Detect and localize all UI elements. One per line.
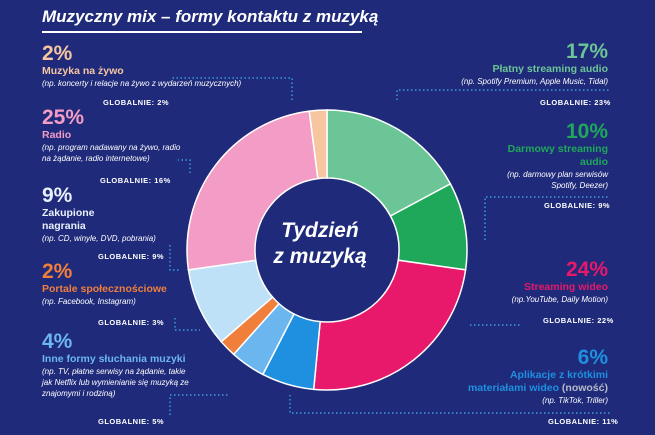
center-line-1: Tydzień bbox=[281, 219, 359, 242]
label-social: Portale społecznościowe bbox=[42, 283, 167, 295]
label-short-new-badge: (nowość) bbox=[561, 382, 608, 394]
donut-slice-0 bbox=[326, 109, 452, 218]
global-paid: GLOBALNIE: 23% bbox=[540, 98, 611, 107]
connector-paid bbox=[396, 89, 610, 100]
global-social: GLOBALNIE: 3% bbox=[98, 318, 165, 327]
label-short-1: Aplikacje z krótkimi bbox=[509, 369, 608, 381]
label-physical-2: nagrania bbox=[42, 220, 86, 232]
label-free-1: Darmowy streaming bbox=[507, 143, 608, 155]
desc-physical: (np. CD, winyle, DVD, pobrania) bbox=[42, 234, 156, 243]
label-other: Inne formy słuchania muzyki bbox=[42, 353, 186, 365]
chart-center-label: Tydzień z muzyką bbox=[260, 218, 380, 270]
pct-physical: 9% bbox=[42, 184, 73, 207]
legend-other: 4% Inne formy słuchania muzyki (np. TV, … bbox=[42, 330, 242, 399]
desc-paid: (np. Spotify Premium, Apple Music, Tidal… bbox=[461, 77, 608, 86]
desc-video: (np.YouTube, Daily Motion) bbox=[511, 295, 608, 304]
pct-paid: 17% bbox=[565, 40, 608, 63]
pct-free: 10% bbox=[565, 120, 608, 143]
label-short-2: materiałami wideo (nowość) bbox=[440, 382, 608, 395]
desc-free-1: (np. darmowy plan serwisów bbox=[507, 170, 608, 179]
connector-social bbox=[174, 318, 200, 331]
donut-slice-2 bbox=[312, 259, 467, 391]
connector-radio bbox=[178, 159, 191, 173]
global-short: GLOBALNIE: 11% bbox=[548, 417, 619, 426]
pct-short: 6% bbox=[577, 346, 608, 369]
label-live: Muzyka na żywo bbox=[42, 65, 124, 77]
desc-live: (np. koncerty i relacje na żywo z wydarz… bbox=[42, 79, 242, 88]
label-physical-1: Zakupione bbox=[42, 207, 95, 219]
global-radio: GLOBALNIE: 16% bbox=[100, 176, 171, 185]
connector-physical bbox=[169, 245, 180, 271]
desc-radio-1: (np. program nadawany na żywo, radio bbox=[42, 143, 181, 152]
pct-live: 2% bbox=[42, 42, 73, 65]
legend-short: 6% Aplikacje z krótkimi materiałami wide… bbox=[440, 346, 608, 406]
global-video: GLOBALNIE: 22% bbox=[543, 316, 614, 325]
global-free: GLOBALNIE: 9% bbox=[544, 201, 611, 210]
pct-social: 2% bbox=[42, 260, 73, 283]
connector-other bbox=[169, 394, 230, 415]
legend-physical: 9% Zakupione nagrania (np. CD, winyle, D… bbox=[42, 184, 202, 244]
connector-lines bbox=[169, 77, 610, 415]
global-other: GLOBALNIE: 5% bbox=[98, 417, 165, 426]
center-line-2: z muzyką bbox=[273, 245, 367, 268]
pct-radio: 25% bbox=[42, 106, 85, 129]
label-paid: Płatny streaming audio bbox=[492, 63, 608, 75]
desc-short: (np. TikTok, Triller) bbox=[542, 396, 608, 405]
legend-social: 2% Portale społecznościowe (np. Facebook… bbox=[42, 260, 212, 307]
desc-other-3: znajomymi i rodziną) bbox=[42, 389, 116, 398]
desc-other-1: (np. TV, płatne serwisy na żądanie, taki… bbox=[42, 367, 186, 376]
label-radio: Radio bbox=[42, 129, 72, 141]
pct-other: 4% bbox=[42, 330, 73, 353]
donut-slice-7 bbox=[186, 110, 319, 271]
pct-video: 24% bbox=[565, 258, 608, 281]
desc-other-2: jak Netflix lub wymienianie się muzyką z… bbox=[42, 378, 189, 387]
desc-radio-2: na żądanie, radio internetowe) bbox=[42, 154, 150, 163]
donut-slice-8 bbox=[308, 109, 328, 180]
page-title: Muzyczny mix – formy kontaktu z muzyką bbox=[42, 7, 379, 26]
label-video: Streaming wideo bbox=[523, 281, 608, 293]
legend-free: 10% Darmowy streaming audio (np. darmowy… bbox=[460, 120, 608, 191]
desc-free-2: Spotify, Deezer) bbox=[551, 181, 608, 190]
legend-video: 24% Streaming wideo (np.YouTube, Daily M… bbox=[470, 258, 608, 305]
title-underline bbox=[42, 31, 362, 33]
desc-social: (np. Facebook, Instagram) bbox=[42, 297, 136, 306]
legend-live: 2% Muzyka na żywo (np. koncerty i relacj… bbox=[42, 42, 302, 89]
global-live: GLOBALNIE: 2% bbox=[103, 98, 170, 107]
legend-radio: 25% Radio (np. program nadawany na żywo,… bbox=[42, 106, 222, 164]
label-free-2: audio bbox=[580, 156, 608, 168]
legend-paid: 17% Płatny streaming audio (np. Spotify … bbox=[400, 40, 608, 87]
global-physical: GLOBALNIE: 9% bbox=[98, 252, 165, 261]
label-short-2a: materiałami wideo bbox=[467, 382, 562, 394]
